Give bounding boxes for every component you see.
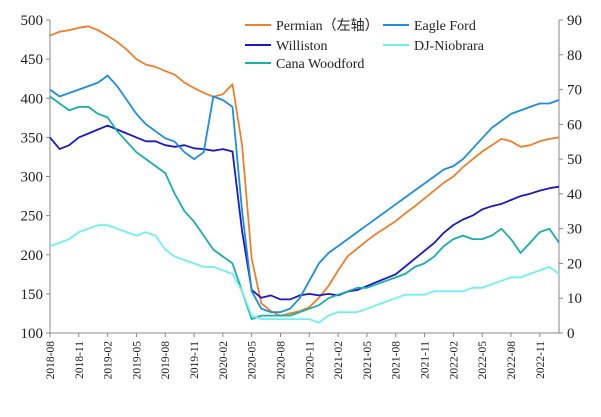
x-tick-label: 2022-08	[506, 341, 518, 380]
left-tick-label: 300	[21, 170, 44, 186]
right-tick-label: 90	[567, 13, 582, 29]
left-tick-label: 150	[21, 287, 44, 303]
x-tick-label: 2021-11	[420, 341, 432, 379]
x-tick-label: 2022-05	[477, 341, 489, 380]
left-tick-label: 250	[21, 209, 44, 225]
right-tick-label: 70	[567, 83, 582, 99]
right-tick-label: 60	[567, 117, 582, 133]
right-tick-label: 30	[567, 222, 582, 238]
left-tick-label: 350	[21, 130, 44, 146]
legend-label: Williston	[276, 39, 328, 54]
right-tick-label: 80	[567, 48, 582, 64]
legend-label: Cana Woodford	[276, 57, 364, 72]
series-line-dj-niobrara	[49, 224, 560, 324]
left-tick-label: 500	[21, 13, 44, 29]
x-tick-label: 2020-05	[247, 341, 259, 380]
x-tick-label: 2022-02	[448, 341, 460, 380]
series-line-eagle-ford	[49, 74, 560, 313]
x-tick-label: 2018-08	[45, 341, 57, 380]
right-tick-label: 40	[567, 187, 582, 203]
x-tick-label: 2019-05	[131, 341, 143, 380]
x-tick-label: 2018-11	[74, 341, 86, 379]
x-tick-label: 2020-11	[304, 341, 316, 379]
axes-group: 100 150 200 250 300 350 400 450 500 0 10 20 30 40 50 60…	[21, 13, 583, 379]
legend: Permian（左轴） Eagle Ford Williston DJ-Niobrar…	[245, 18, 485, 72]
right-tick-label: 0	[567, 326, 575, 342]
x-tick-label: 2021-02	[333, 341, 345, 380]
left-tick-label: 100	[21, 326, 44, 342]
right-tick-label: 20	[567, 256, 582, 272]
legend-label: Permian（左轴）	[276, 18, 379, 34]
x-tick-label: 2019-08	[160, 341, 172, 380]
series-lines	[49, 25, 560, 324]
x-tick-label: 2019-11	[189, 341, 201, 379]
right-tick-label: 50	[567, 152, 582, 168]
x-tick-label: 2021-08	[391, 341, 403, 380]
legend-label: DJ-Niobrara	[414, 39, 485, 54]
x-tick-label: 2020-02	[218, 341, 230, 380]
x-tick-label: 2022-11	[535, 341, 547, 379]
x-tick-label: 2020-08	[275, 341, 287, 380]
legend-label: Eagle Ford	[414, 19, 476, 34]
left-tick-label: 450	[21, 52, 44, 68]
left-tick-label: 200	[21, 248, 44, 264]
left-tick-label: 400	[21, 91, 44, 107]
series-line-williston	[49, 124, 560, 301]
right-tick-label: 10	[567, 291, 582, 307]
x-tick-label: 2021-05	[362, 341, 374, 380]
series-line-cana-woodford	[49, 95, 560, 320]
x-tick-label: 2019-02	[103, 341, 115, 380]
series-line-permian-	[49, 25, 560, 317]
